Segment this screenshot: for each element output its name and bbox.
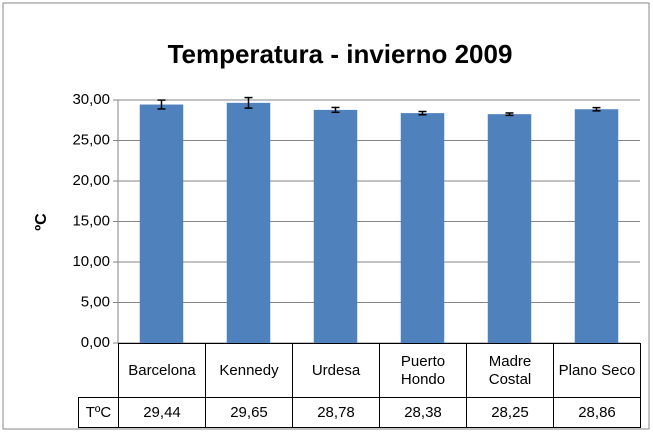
y-tick-label: 15,00 [72, 212, 110, 229]
value-cell: 29,44 [118, 397, 206, 428]
category-cell: Barcelona [118, 343, 206, 398]
bar [226, 102, 271, 344]
bar [574, 109, 619, 343]
category-cell: Puerto Hondo [379, 343, 467, 398]
y-axis-label: ºC [33, 213, 50, 231]
y-tick-label: 20,00 [72, 172, 110, 189]
category-cell: Madre Costal [466, 343, 554, 398]
y-tick-label: 30,00 [72, 91, 110, 108]
bar [139, 104, 184, 343]
value-cell: 28,38 [379, 397, 467, 428]
value-cell: 28,25 [466, 397, 554, 428]
category-cell: Plano Seco [553, 343, 641, 398]
category-cell: Urdesa [292, 343, 380, 398]
value-cell: 28,78 [292, 397, 380, 428]
y-tick-label: 25,00 [72, 131, 110, 148]
y-tick-label: 10,00 [72, 253, 110, 270]
y-tick-label: 5,00 [81, 293, 110, 310]
bar [400, 113, 445, 343]
value-cell: 28,86 [553, 397, 641, 428]
category-cell: Kennedy [205, 343, 293, 398]
y-tick-label: 0,00 [81, 334, 110, 351]
value-cell: 29,65 [205, 397, 293, 428]
bar [487, 114, 532, 343]
chart-title: Temperatura - invierno 2009 [168, 39, 513, 69]
legend-key: TºC [78, 397, 119, 428]
bar [313, 109, 358, 343]
